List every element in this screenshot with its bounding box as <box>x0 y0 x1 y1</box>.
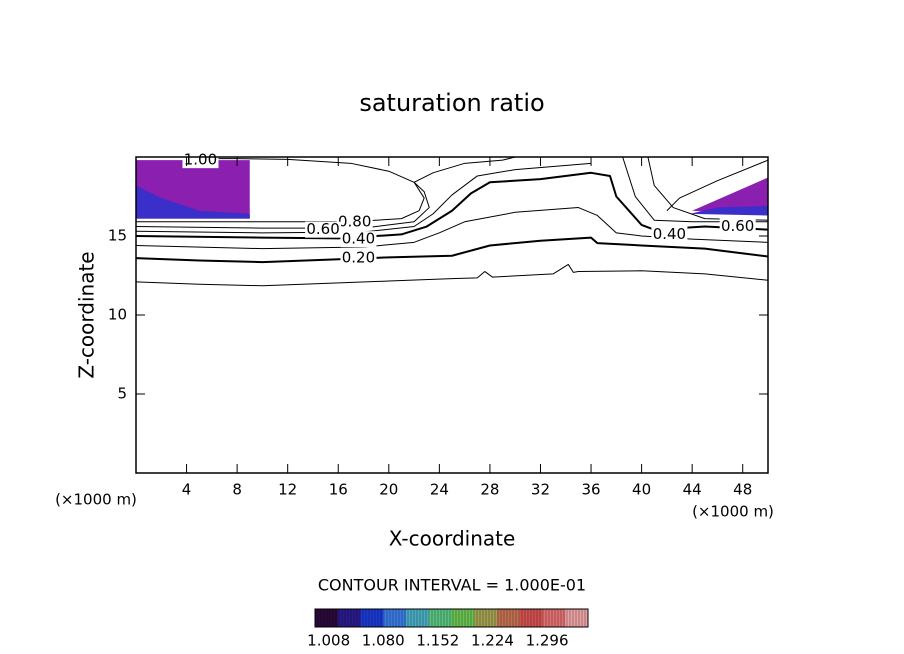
colorbar-swatch <box>451 609 475 627</box>
contour-label-bg <box>651 226 688 243</box>
y-tick-label: 15 <box>108 227 127 245</box>
colorbar-swatch <box>565 609 589 627</box>
x-tick-label: 24 <box>430 481 449 499</box>
contour-line <box>135 263 769 287</box>
x-axis-label: X-coordinate <box>389 527 516 551</box>
x-tick-label: 32 <box>531 481 550 499</box>
contour-label: 0.60 <box>306 220 339 238</box>
x-tick-label: 28 <box>480 481 499 499</box>
chart-title: saturation ratio <box>359 89 544 117</box>
y-unit: (×1000 m) <box>55 491 137 509</box>
y-tick-label: 10 <box>108 306 127 324</box>
contour-label: 0.60 <box>721 217 754 235</box>
contour-label: 0.20 <box>342 249 375 267</box>
x-tick-label: 16 <box>329 481 348 499</box>
contour-interval: CONTOUR INTERVAL = 1.000E-01 <box>318 576 586 595</box>
colorbar-swatch <box>497 609 521 627</box>
filled-region <box>136 185 250 219</box>
colorbar-swatch <box>383 609 407 627</box>
contour-label-bg <box>340 250 377 267</box>
contour-line <box>135 236 769 264</box>
contour-label-bg <box>182 152 219 169</box>
filled-region <box>692 177 768 216</box>
colorbar-swatch <box>337 609 361 627</box>
x-tick-label: 8 <box>232 481 242 499</box>
colorbar-swatch <box>519 609 543 627</box>
x-unit: (×1000 m) <box>692 503 774 521</box>
contour-label-bg <box>340 231 377 248</box>
filled-region <box>689 205 768 216</box>
colorbar-tick-label: 1.008 <box>307 632 350 650</box>
x-tick-label: 48 <box>733 481 752 499</box>
colorbar-tick-label: 1.080 <box>362 632 405 650</box>
x-tick-label: 12 <box>278 481 297 499</box>
x-tick-label: 40 <box>632 481 651 499</box>
colorbar-swatch <box>542 609 566 627</box>
colorbar-tick-label: 1.296 <box>526 632 569 650</box>
colorbar-swatch <box>406 609 430 627</box>
colorbar-tick-label: 1.152 <box>416 632 459 650</box>
x-tick-label: 20 <box>379 481 398 499</box>
y-tick-label: 5 <box>117 385 127 403</box>
x-tick-label: 4 <box>182 481 192 499</box>
contour-label: 0.40 <box>342 230 375 248</box>
colorbar-swatch <box>315 609 339 627</box>
contour-label: 0.80 <box>338 212 371 230</box>
contour-label: 1.00 <box>184 151 217 169</box>
x-tick-label: 44 <box>683 481 702 499</box>
contour-label-bg <box>719 218 756 235</box>
contour-label: 0.40 <box>653 225 686 243</box>
colorbar-swatch <box>428 609 452 627</box>
contour-line <box>135 171 769 240</box>
contour-label-bg <box>336 213 373 230</box>
contour-label-bg <box>305 221 342 238</box>
y-axis-label: Z-coordinate <box>75 251 99 378</box>
colorbar-frame <box>314 608 589 628</box>
x-tick-label: 36 <box>581 481 600 499</box>
colorbar-tick-label: 1.224 <box>471 632 514 650</box>
